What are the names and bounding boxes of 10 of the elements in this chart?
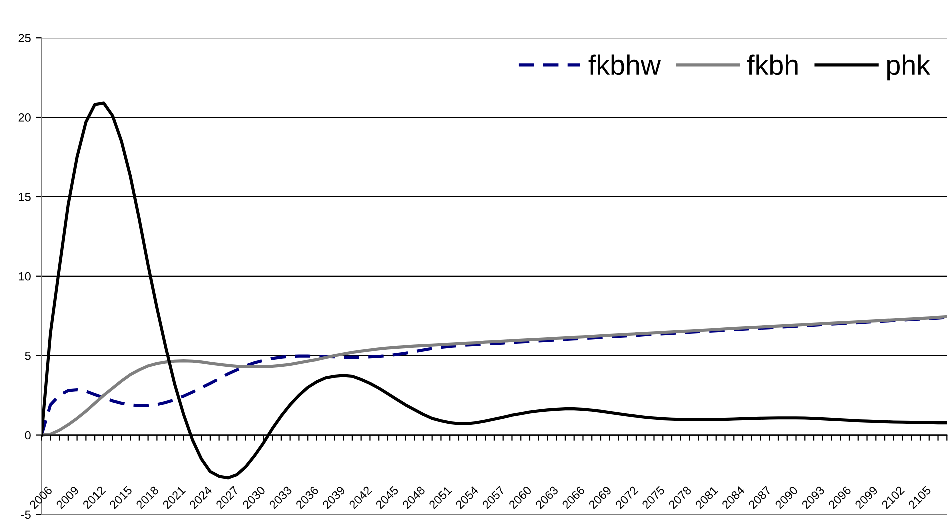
y-tick-label: 0 [25,431,31,440]
y-tick-label: -5 [21,510,31,520]
y-tick-label: 10 [19,272,31,281]
y-tick-label: 25 [18,34,31,42]
legend-label: phk [887,54,931,81]
y-tick-label: 5 [25,352,31,360]
legend-label: fkbhw [588,54,662,76]
y-tick-label: 15 [19,193,31,202]
legend-label: fkbh [747,54,798,76]
y-tick-label: 20 [18,114,31,122]
